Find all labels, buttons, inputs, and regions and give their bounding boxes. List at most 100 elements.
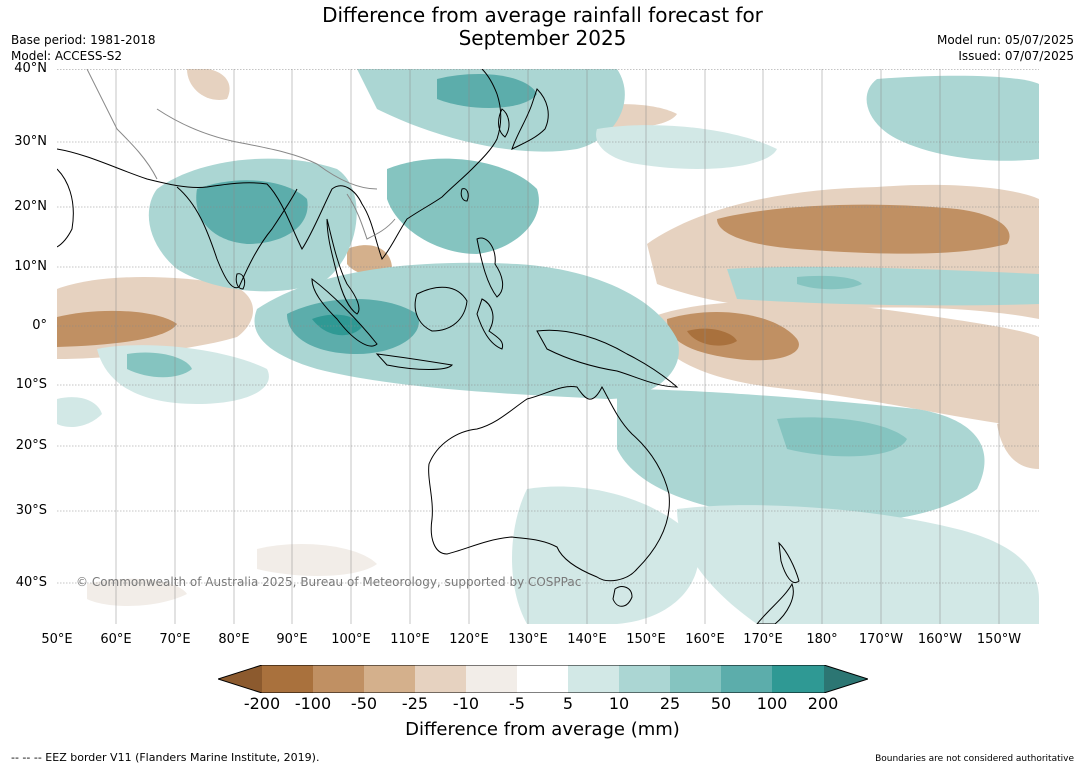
- wet-field-coral-sea: [512, 486, 699, 624]
- dry-patch-southwest: [87, 578, 187, 606]
- coastlines: [57, 69, 800, 624]
- map-title: Difference from average rainfall forecas…: [0, 4, 1085, 50]
- coast-arabia: [57, 168, 74, 248]
- colorbar-swatch-5-10: [568, 665, 619, 693]
- colorbar-tick-200: 200: [807, 694, 839, 713]
- forecast-map: [57, 69, 1039, 624]
- border-west-asia: [86, 69, 158, 180]
- coast-australia: [428, 385, 670, 582]
- wet-core-indian-ocean: [127, 352, 192, 378]
- lon-label-100e: 100°E: [331, 632, 371, 647]
- wet-field-indian-ocean: [97, 345, 269, 404]
- dry-patch-indochina: [347, 245, 392, 276]
- coast-japan: [511, 88, 549, 150]
- dry-patch-southeast-pacific: [997, 421, 1039, 469]
- coast-asia-mainland: [57, 69, 502, 260]
- coast-tasmania: [612, 586, 633, 607]
- dry-core-equatorial-pacific: [667, 311, 799, 361]
- wet-deep-core-maritime: [312, 314, 362, 336]
- colorbar-tick-25: 25: [659, 694, 681, 713]
- issued-date: Issued: 07/07/2025: [958, 49, 1074, 63]
- lon-label-170e: 170°E: [743, 632, 783, 647]
- colorbar-tick-5: 5: [562, 694, 574, 713]
- coast-borneo: [414, 286, 468, 332]
- coast-taiwan: [460, 188, 469, 202]
- lat-label-20s: 20°S: [15, 438, 47, 453]
- colorbar-title: Difference from average (mm): [405, 719, 680, 740]
- coast-new-zealand-south: [756, 582, 794, 624]
- lon-label-160w: 160°W: [917, 632, 963, 647]
- colorbar-swatch-25-50: [670, 665, 721, 693]
- title-line-2: September 2025: [458, 26, 627, 50]
- coast-new-zealand-north: [778, 541, 800, 583]
- meta-left: Base period: 1981-2018 Model: ACCESS-S2: [11, 32, 156, 64]
- model-run-date: Model run: 05/07/2025: [936, 33, 1074, 47]
- dry-patch-southern-indian: [257, 544, 377, 576]
- map-canvas: [57, 69, 1039, 624]
- wet-field-south-pacific: [677, 505, 1039, 624]
- colorbar-tick-minus-5: -5: [509, 694, 525, 713]
- lon-label-130e: 130°E: [508, 632, 548, 647]
- lon-label-150e: 150°E: [626, 632, 666, 647]
- lon-label-150w: 150°W: [976, 632, 1022, 647]
- lon-label-70e: 70°E: [159, 632, 191, 647]
- lon-label-50e: 50°E: [41, 632, 73, 647]
- wet-field-north-pacific-east: [866, 75, 1039, 161]
- colorbar-tick-minus-100: -100: [294, 694, 332, 713]
- lon-label-180: 180°: [806, 632, 838, 647]
- wet-core-west-pacific-north: [437, 74, 537, 109]
- colorbar-swatch-25-10: [415, 665, 466, 693]
- coast-malay-peninsula: [326, 218, 360, 315]
- dry-patch-china-north: [187, 69, 230, 100]
- wet-anomaly-fields: [57, 69, 1039, 624]
- lat-label-0: 0°: [32, 318, 47, 333]
- wet-field-kiribati: [797, 275, 862, 290]
- colorbar-swatch-10-5: [466, 665, 517, 693]
- border-himalaya: [156, 108, 378, 190]
- colorbar: [216, 664, 870, 694]
- lon-label-170w: 170°W: [858, 632, 904, 647]
- wet-field-southwest-pacific: [617, 389, 985, 523]
- copyright-notice: © Commonwealth of Australia 2025, Bureau…: [76, 575, 582, 589]
- colorbar-cap-dry: [218, 665, 262, 693]
- base-period: Base period: 1981-2018: [11, 33, 156, 47]
- boundaries-disclaimer: Boundaries are not considered authoritat…: [875, 754, 1074, 764]
- lon-label-110e: 110°E: [390, 632, 430, 647]
- wet-field-japan-east: [596, 125, 777, 169]
- lat-label-10n: 10°N: [14, 259, 47, 274]
- colorbar-swatch-10-25: [619, 665, 670, 693]
- wet-band-tropical-north-pacific: [727, 266, 1039, 306]
- lon-label-120e: 120°E: [449, 632, 489, 647]
- country-borders: [86, 69, 396, 240]
- colorbar-swatch-100-50: [313, 665, 364, 693]
- wet-core-southwest-pacific: [777, 417, 907, 457]
- coast-java: [375, 353, 453, 370]
- wet-field-south-china-sea: [387, 158, 539, 254]
- graticule: [57, 69, 1039, 624]
- lon-label-90e: 90°E: [276, 632, 308, 647]
- colorbar-swatch-100-200: [772, 665, 824, 693]
- lon-label-80e: 80°E: [218, 632, 250, 647]
- lat-label-30s: 30°S: [15, 503, 47, 518]
- colorbar-swatch-200-100: [262, 665, 313, 693]
- wet-field-west-pacific-north: [357, 69, 625, 152]
- wet-core-india: [196, 180, 308, 244]
- lat-label-10s: 10°S: [15, 377, 47, 392]
- colorbar-swatch-50-100: [721, 665, 772, 693]
- lat-label-20n: 20°N: [14, 199, 47, 214]
- dry-core-equatorial-inner: [687, 328, 737, 346]
- colorbar-tick-50: 50: [710, 694, 732, 713]
- border-indochina: [346, 193, 396, 240]
- colorbar-tick-minus-50: -50: [350, 694, 378, 713]
- wet-field-west-indian-south: [57, 397, 102, 427]
- lat-label-40n: 40°N: [14, 61, 47, 76]
- coast-sumatra: [311, 277, 378, 347]
- colorbar-cap-wet: [824, 665, 868, 693]
- title-line-1: Difference from average rainfall forecas…: [322, 3, 763, 27]
- coast-philippines: [476, 237, 504, 298]
- colorbar-canvas: [216, 664, 870, 694]
- coast-sri-lanka: [235, 273, 246, 290]
- colorbar-tick-minus-10: -10: [452, 694, 480, 713]
- meta-right: Model run: 05/07/2025 Issued: 07/07/2025: [937, 32, 1074, 64]
- colorbar-tick-minus-25: -25: [401, 694, 429, 713]
